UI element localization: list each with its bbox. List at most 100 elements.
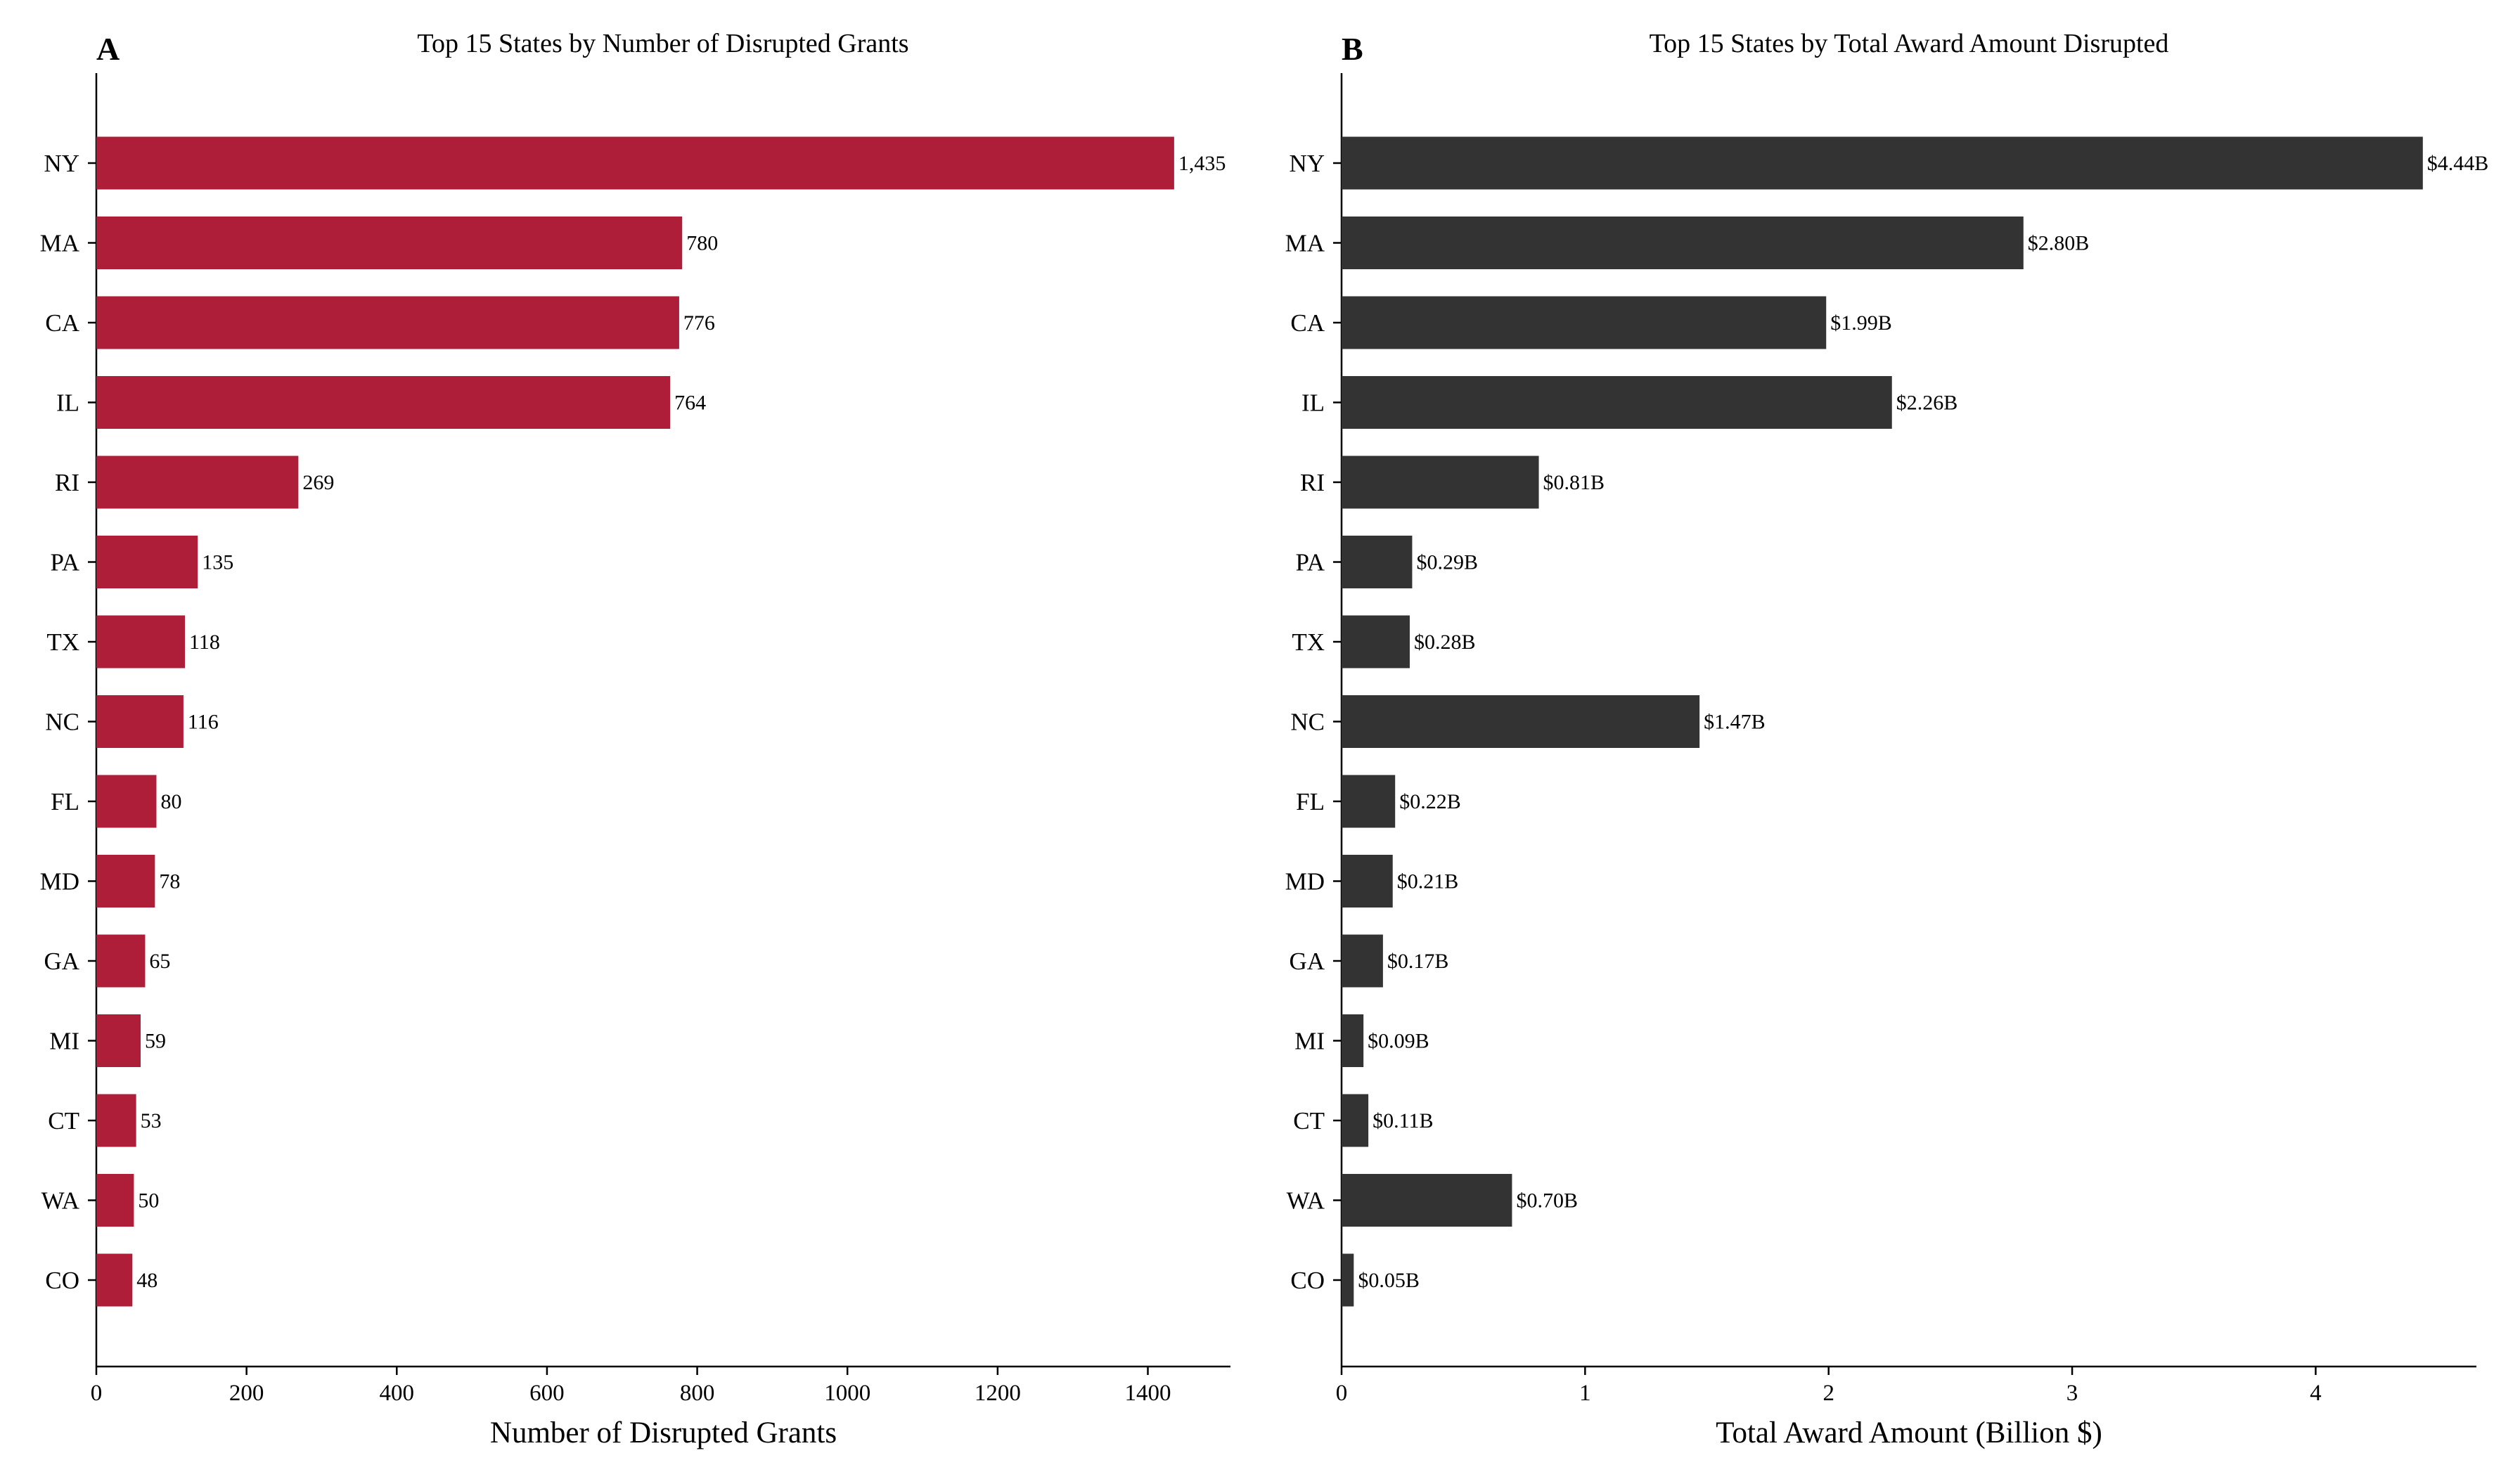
x-tick-label: 0 — [91, 1381, 103, 1406]
category-label: MA — [1285, 230, 1325, 257]
bar-ri — [96, 456, 299, 509]
x-tick-label: 400 — [380, 1381, 415, 1406]
x-tick-label: 3 — [2066, 1381, 2078, 1406]
category-label: WA — [1287, 1187, 1325, 1215]
bar-tx — [1342, 615, 1410, 669]
bar-il — [1342, 376, 1892, 429]
category-label: CO — [1290, 1267, 1325, 1294]
category-label: PA — [50, 549, 79, 576]
x-tick-label: 1200 — [975, 1381, 1021, 1406]
data-label: $2.26B — [1896, 392, 1958, 415]
data-label: 135 — [202, 551, 233, 574]
bar-fl — [96, 775, 157, 828]
bar-ny — [1342, 136, 2423, 190]
bar-ri — [1342, 456, 1539, 509]
panel-b-chart: B Top 15 States by Total Award Amount Dis… — [1285, 29, 2489, 1449]
bar-md — [1342, 855, 1393, 908]
x-tick-label: 2 — [1822, 1381, 1834, 1406]
category-label: PA — [1295, 549, 1325, 576]
data-label: $1.99B — [1830, 311, 1892, 335]
data-label: $0.05B — [1358, 1269, 1420, 1292]
category-label: GA — [1289, 948, 1325, 975]
data-label: $4.44B — [2427, 152, 2489, 175]
data-label: $0.70B — [1516, 1189, 1578, 1213]
bar-ny — [96, 136, 1174, 190]
chart-title: Top 15 States by Number of Disrupted Gra… — [417, 29, 908, 58]
bar-ca — [96, 296, 679, 349]
bar-mi — [96, 1014, 141, 1067]
bar-pa — [1342, 536, 1413, 588]
category-label: FL — [51, 788, 79, 815]
category-label: MD — [40, 868, 79, 896]
category-label: IL — [1301, 389, 1325, 417]
data-label: 48 — [136, 1269, 158, 1292]
data-label: 59 — [145, 1030, 166, 1053]
x-tick-label: 1 — [1579, 1381, 1591, 1406]
category-label: RI — [55, 469, 79, 496]
bar-wa — [1342, 1174, 1512, 1227]
chart-title: Top 15 States by Total Award Amount Disr… — [1650, 29, 2169, 58]
panel-letter: B — [1342, 31, 1363, 67]
bar-fl — [1342, 775, 1396, 828]
data-label: 776 — [683, 311, 715, 335]
x-tick-label: 0 — [1336, 1381, 1348, 1406]
bar-tx — [96, 615, 186, 669]
data-label: 50 — [138, 1189, 159, 1213]
bar-co — [1342, 1253, 1354, 1307]
category-label: CT — [48, 1107, 79, 1135]
category-label: TX — [46, 628, 79, 656]
category-label: IL — [56, 389, 79, 417]
x-tick-label: 600 — [529, 1381, 565, 1406]
bar-ct — [1342, 1094, 1369, 1147]
category-label: MA — [40, 230, 80, 257]
bar-ca — [1342, 296, 1827, 349]
bar-nc — [96, 695, 184, 748]
data-label: 53 — [141, 1109, 162, 1132]
panel-a-chart: A Top 15 States by Number of Disrupted Gr… — [40, 29, 1230, 1449]
bar-ma — [96, 217, 683, 269]
category-label: CO — [45, 1267, 79, 1294]
bar-pa — [96, 536, 198, 588]
data-label: $0.22B — [1399, 790, 1461, 813]
data-label: $2.80B — [2028, 232, 2090, 255]
bar-ma — [1342, 217, 2024, 269]
bar-ga — [1342, 934, 1383, 988]
category-label: NC — [1290, 709, 1325, 736]
data-label: 78 — [159, 870, 180, 893]
category-label: NY — [44, 150, 79, 177]
x-tick-label: 1400 — [1124, 1381, 1171, 1406]
data-label: 118 — [189, 631, 220, 654]
bar-co — [96, 1253, 133, 1307]
panel-letter: A — [96, 31, 120, 67]
bar-md — [96, 855, 155, 908]
bar-il — [96, 376, 671, 429]
bar-mi — [1342, 1014, 1364, 1067]
data-label: 116 — [188, 711, 219, 734]
category-label: CA — [1290, 309, 1325, 337]
data-label: $0.29B — [1416, 551, 1478, 574]
category-label: RI — [1300, 469, 1325, 496]
data-label: $0.17B — [1387, 950, 1449, 973]
data-label: $0.81B — [1543, 471, 1605, 494]
category-label: CT — [1293, 1107, 1325, 1135]
x-axis-label: Number of Disrupted Grants — [490, 1416, 837, 1449]
data-label: 1,435 — [1178, 152, 1226, 175]
bar-nc — [1342, 695, 1700, 748]
data-label: $0.28B — [1414, 631, 1476, 654]
x-tick-label: 200 — [229, 1381, 264, 1406]
category-label: CA — [45, 309, 79, 337]
x-tick-label: 4 — [2310, 1381, 2322, 1406]
bar-ct — [96, 1094, 136, 1147]
data-label: $0.21B — [1397, 870, 1459, 893]
category-label: MI — [1294, 1028, 1325, 1055]
category-label: FL — [1296, 788, 1325, 815]
x-tick-label: 1000 — [824, 1381, 870, 1406]
x-tick-label: 800 — [680, 1381, 715, 1406]
data-label: $1.47B — [1704, 711, 1766, 734]
data-label: 269 — [302, 471, 334, 494]
x-axis-label: Total Award Amount (Billion $) — [1716, 1416, 2102, 1449]
data-label: 80 — [160, 790, 181, 813]
bar-ga — [96, 934, 146, 988]
category-label: MI — [49, 1028, 79, 1055]
bar-wa — [96, 1174, 134, 1227]
